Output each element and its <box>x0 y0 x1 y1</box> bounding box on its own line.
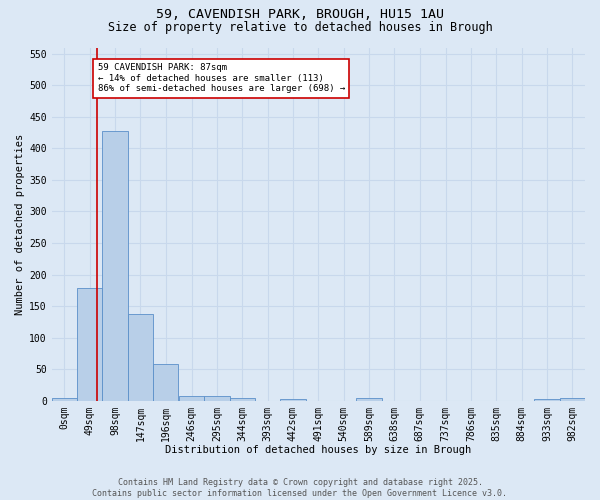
Text: Size of property relative to detached houses in Brough: Size of property relative to detached ho… <box>107 21 493 34</box>
Bar <box>204 396 230 400</box>
X-axis label: Distribution of detached houses by size in Brough: Distribution of detached houses by size … <box>165 445 472 455</box>
Bar <box>153 364 178 401</box>
Bar <box>103 131 128 400</box>
Bar <box>128 314 153 400</box>
Bar <box>356 398 382 400</box>
Text: 59, CAVENDISH PARK, BROUGH, HU15 1AU: 59, CAVENDISH PARK, BROUGH, HU15 1AU <box>156 8 444 20</box>
Bar <box>280 399 305 400</box>
Bar <box>560 398 585 400</box>
Text: Contains HM Land Registry data © Crown copyright and database right 2025.
Contai: Contains HM Land Registry data © Crown c… <box>92 478 508 498</box>
Y-axis label: Number of detached properties: Number of detached properties <box>15 134 25 314</box>
Text: 59 CAVENDISH PARK: 87sqm
← 14% of detached houses are smaller (113)
86% of semi-: 59 CAVENDISH PARK: 87sqm ← 14% of detach… <box>98 64 345 93</box>
Bar <box>52 398 77 400</box>
Bar <box>230 398 255 400</box>
Bar <box>179 396 204 400</box>
Bar <box>535 399 560 400</box>
Bar <box>77 288 103 401</box>
